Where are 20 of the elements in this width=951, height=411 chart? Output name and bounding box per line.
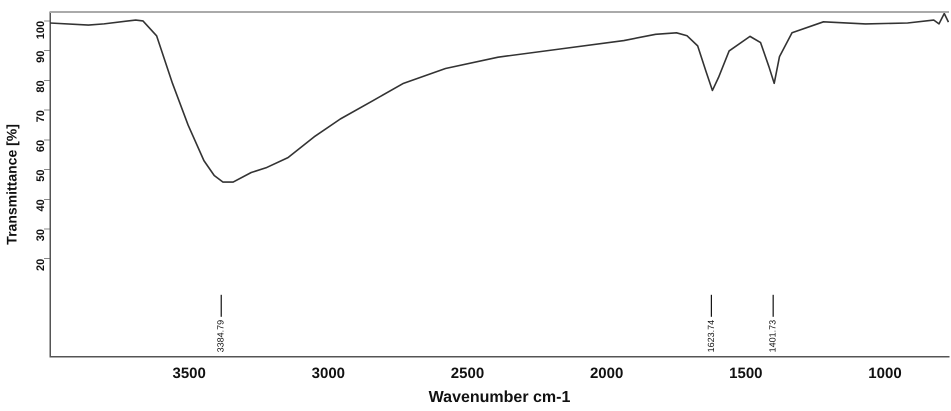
annotation: 1401.73 (768, 320, 778, 352)
y-tick-label: 90 (35, 50, 48, 63)
y-tick-label: 50 (35, 170, 48, 182)
x-tick-label: 1500 (729, 364, 763, 382)
x-tick-label: 1000 (868, 364, 902, 382)
y-axis-title: Transmittance [%] (3, 124, 20, 245)
y-tick-label: 60 (35, 140, 48, 152)
x-axis-title: Wavenumber cm-1 (428, 388, 570, 406)
x-tick-label: 2500 (450, 364, 484, 382)
y-tick-label: 20 (35, 258, 48, 271)
y-tick-label: 70 (35, 110, 48, 122)
x-tick-label: 3500 (172, 364, 206, 382)
x-tick-label: 2000 (590, 364, 624, 382)
x-tick-label: 3000 (312, 364, 346, 382)
y-tick-label: 100 (35, 20, 48, 40)
annotation: 3384.79 (216, 320, 226, 352)
annotation: 1623.74 (706, 320, 716, 352)
y-tick-label: 30 (35, 228, 48, 242)
y-tick-label: 40 (35, 199, 48, 212)
y-tick-label: 80 (35, 80, 48, 93)
